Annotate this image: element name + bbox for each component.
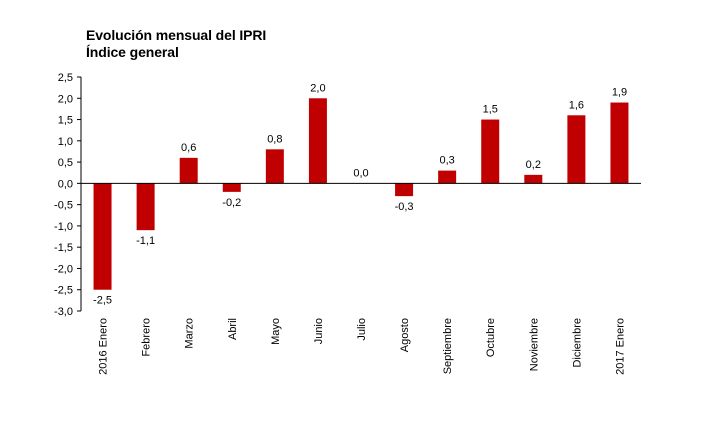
data-label: 1,9 — [612, 87, 627, 99]
bar — [524, 174, 543, 184]
y-tick-label: -2,5 — [54, 285, 73, 297]
data-label: -0,3 — [395, 201, 414, 213]
bar — [265, 149, 284, 184]
x-tick-label: Octubre — [485, 318, 497, 357]
y-tick-label: -0,5 — [54, 200, 73, 212]
data-label: 2,0 — [310, 82, 325, 94]
y-tick-label: 1,5 — [58, 115, 73, 127]
x-tick-label: Mayo — [270, 318, 282, 345]
x-tick-label: Julio — [356, 318, 368, 341]
y-tick-label: -3,0 — [54, 306, 73, 318]
x-tick-label: 2016 Enero — [98, 318, 110, 375]
data-label: 1,5 — [483, 104, 498, 116]
bar — [222, 183, 241, 192]
x-tick-label: Agosto — [399, 318, 411, 352]
data-label: 0,8 — [267, 133, 282, 145]
bar — [610, 102, 629, 184]
x-tick-label: Marzo — [184, 318, 196, 349]
bar — [136, 183, 155, 231]
x-tick-label: Junio — [313, 318, 325, 344]
data-label: 1,6 — [569, 99, 584, 111]
data-label: 0,3 — [440, 155, 455, 167]
y-tick-label: -2,0 — [54, 263, 73, 275]
data-label: 0,6 — [181, 142, 196, 154]
x-tick-label: Abril — [227, 318, 239, 340]
chart-title-block: Evolución mensual del IPRI Índice genera… — [86, 27, 266, 61]
bar — [567, 115, 586, 184]
data-label: 0,2 — [526, 159, 541, 171]
y-tick-label: -1,5 — [54, 242, 73, 254]
bar — [93, 183, 112, 290]
x-tick-label: Febrero — [141, 318, 153, 357]
y-tick-label: 0,0 — [58, 178, 73, 190]
y-tick-label: 2,0 — [58, 93, 73, 105]
bar — [308, 98, 327, 184]
bar — [179, 157, 198, 184]
bar — [481, 119, 500, 184]
y-tick-label: 2,5 — [58, 72, 73, 84]
chart-subtitle: Índice general — [86, 44, 179, 60]
data-label: 0,0 — [353, 167, 368, 179]
x-tick-label: Noviembre — [528, 318, 540, 371]
y-tick-label: 0,5 — [58, 157, 73, 169]
x-tick-label: Septiembre — [442, 318, 454, 374]
data-label: -2,5 — [93, 295, 112, 307]
x-tick-label: Diciembre — [571, 318, 583, 368]
data-label: -0,2 — [222, 197, 241, 209]
y-tick-label: -1,0 — [54, 221, 73, 233]
chart-title: Evolución mensual del IPRI — [86, 27, 267, 43]
data-label: -1,1 — [136, 235, 155, 247]
bar — [395, 183, 414, 197]
x-tick-label: 2017 Enero — [614, 318, 626, 375]
bar — [438, 170, 457, 184]
y-tick-label: 1,0 — [58, 136, 73, 148]
